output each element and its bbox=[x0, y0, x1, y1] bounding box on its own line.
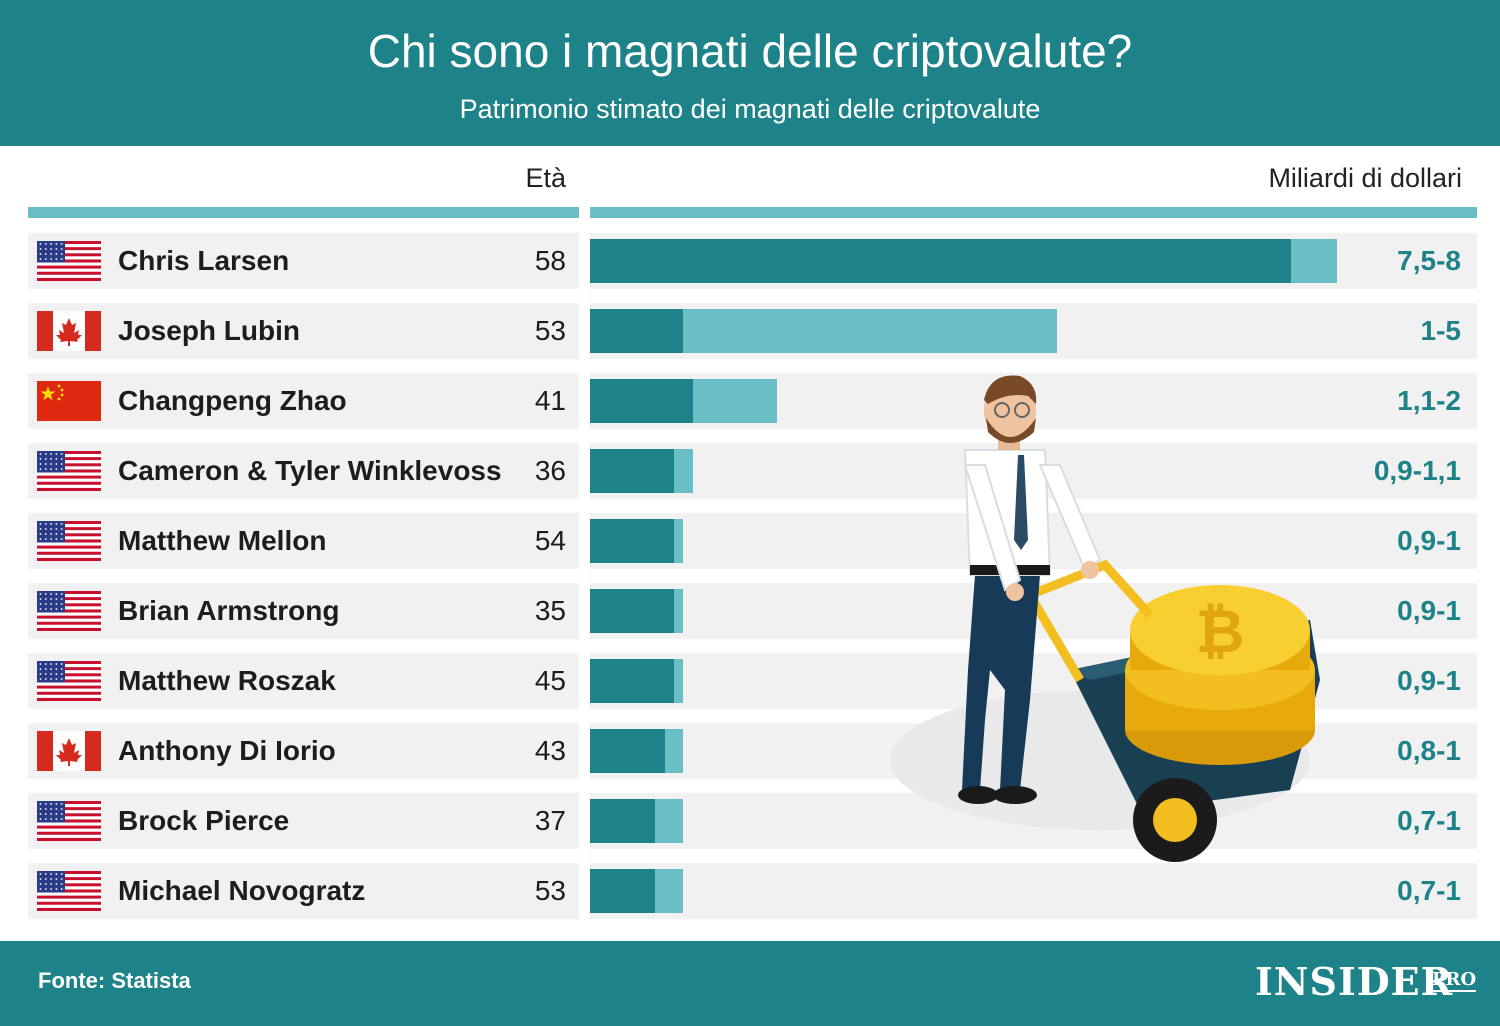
insider-pro-badge: PRO bbox=[1432, 969, 1477, 992]
table-row: Joseph Lubin 53 1-5 bbox=[28, 303, 1477, 359]
person-age: 35 bbox=[534, 595, 566, 626]
footer-banner: Fonte: Statista INSIDER PRO bbox=[0, 941, 1500, 1026]
row-background-left bbox=[28, 233, 579, 289]
person-name: Brock Pierce bbox=[118, 805, 290, 836]
value-range-label: 0,9-1 bbox=[1397, 595, 1461, 626]
bar-low-segment bbox=[590, 309, 684, 353]
usa-flag-icon bbox=[37, 801, 101, 845]
person-name: Chris Larsen bbox=[118, 245, 290, 276]
value-range-label: 0,7-1 bbox=[1397, 875, 1461, 906]
person-age: 53 bbox=[534, 315, 566, 346]
row-background-left bbox=[28, 723, 579, 779]
row-background-left bbox=[28, 303, 579, 359]
source-note: Fonte: Statista bbox=[38, 968, 191, 993]
person-name: Cameron & Tyler Winklevoss bbox=[118, 455, 502, 486]
usa-flag-icon bbox=[37, 871, 101, 915]
bar-low-segment bbox=[590, 869, 656, 913]
row-background-right bbox=[590, 863, 1477, 919]
person-age: 37 bbox=[534, 805, 566, 836]
person-name: Matthew Roszak bbox=[118, 665, 336, 696]
row-background-left bbox=[28, 793, 579, 849]
person-age: 36 bbox=[534, 455, 566, 486]
value-range-label: 0,9-1 bbox=[1397, 525, 1461, 556]
person-age: 54 bbox=[534, 525, 566, 556]
value-range-label: 0,9-1,1 bbox=[1373, 455, 1461, 486]
bar-low-segment bbox=[590, 519, 675, 563]
person-name: Brian Armstrong bbox=[118, 595, 340, 626]
person-name: Anthony Di Iorio bbox=[118, 735, 336, 766]
svg-text:₿: ₿ bbox=[1196, 597, 1245, 667]
person-age: 41 bbox=[534, 385, 566, 416]
right-header-rule bbox=[590, 207, 1477, 218]
person-name: Changpeng Zhao bbox=[118, 385, 347, 416]
person-age: 58 bbox=[534, 245, 566, 276]
canada-flag-icon bbox=[37, 731, 101, 771]
header-banner: Chi sono i magnati delle criptovalute? P… bbox=[0, 0, 1500, 146]
usa-flag-icon bbox=[37, 241, 101, 285]
age-column-header: Età bbox=[525, 163, 566, 193]
bar-low-segment bbox=[590, 449, 675, 493]
row-background-left bbox=[28, 513, 579, 569]
usa-flag-icon bbox=[37, 661, 101, 705]
row-background-left bbox=[28, 653, 579, 709]
row-background-left bbox=[28, 583, 579, 639]
value-range-label: 1,1-2 bbox=[1397, 385, 1461, 416]
person-age: 43 bbox=[534, 735, 566, 766]
value-range-label: 0,9-1 bbox=[1397, 665, 1461, 696]
person-age: 45 bbox=[534, 665, 566, 696]
person-name: Michael Novogratz bbox=[118, 875, 366, 906]
usa-flag-icon bbox=[37, 591, 101, 635]
person-age: 53 bbox=[534, 875, 566, 906]
bar-low-segment bbox=[590, 799, 656, 843]
china-flag-icon bbox=[37, 381, 101, 421]
table-row: Cameron & Tyler Winklevoss 36 0,9-1,1 bbox=[28, 443, 1477, 499]
insider-logo: INSIDER bbox=[1255, 959, 1454, 1004]
bar-low-segment bbox=[590, 239, 1291, 283]
value-range-label: 7,5-8 bbox=[1397, 245, 1461, 276]
left-header-rule bbox=[28, 207, 579, 218]
value-range-label: 0,8-1 bbox=[1397, 735, 1461, 766]
chart-title: Chi sono i magnati delle criptovalute? bbox=[367, 25, 1133, 77]
person-name: Matthew Mellon bbox=[118, 525, 327, 556]
person-name: Joseph Lubin bbox=[118, 315, 300, 346]
value-column-header: Miliardi di dollari bbox=[1268, 163, 1462, 193]
chart-subtitle: Patrimonio stimato dei magnati delle cri… bbox=[459, 94, 1041, 124]
businessman-pushing-bitcoin-wheelbarrow-icon: ₿ bbox=[890, 375, 1320, 862]
bar-low-segment bbox=[590, 659, 675, 703]
value-range-label: 1-5 bbox=[1420, 315, 1461, 346]
value-range-label: 0,7-1 bbox=[1397, 805, 1461, 836]
row-background-left bbox=[28, 373, 579, 429]
row-background-left bbox=[28, 443, 579, 499]
row-background-left bbox=[28, 863, 579, 919]
table-row: Michael Novogratz 53 0,7-1 bbox=[28, 863, 1477, 919]
canada-flag-icon bbox=[37, 311, 101, 351]
table-row: Chris Larsen 58 7,5-8 bbox=[28, 233, 1477, 289]
bar-low-segment bbox=[590, 589, 675, 633]
usa-flag-icon bbox=[37, 521, 101, 565]
usa-flag-icon bbox=[37, 451, 101, 495]
bar-low-segment bbox=[590, 379, 693, 423]
bar-low-segment bbox=[590, 729, 665, 773]
